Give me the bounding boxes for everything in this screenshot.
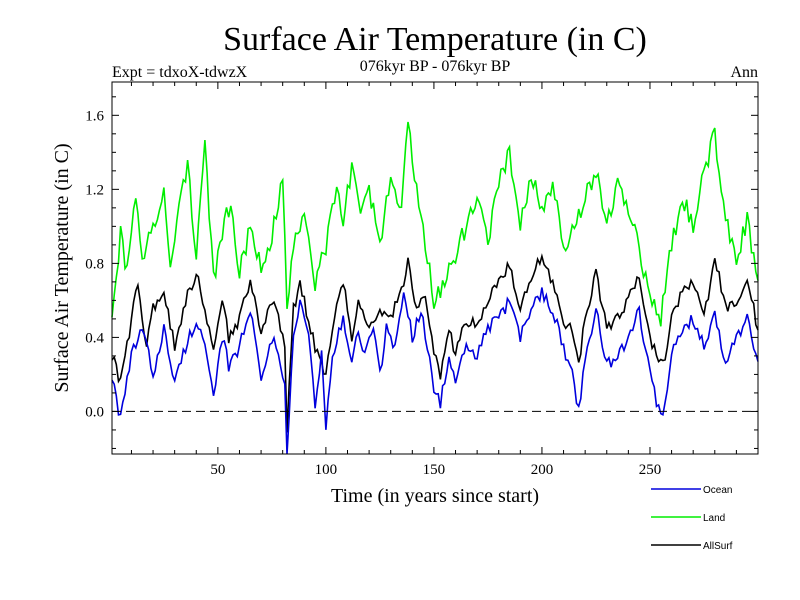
axes-layer: 50 100 150 200 250 0.0 0.4 0.8 1.2 1.6 <box>85 82 758 478</box>
y-tick-label: 0.4 <box>85 330 104 346</box>
series-line-allsurf <box>111 253 759 433</box>
series-line-ocean <box>111 287 759 455</box>
x-axis-label: Time (in years since start) <box>331 485 539 507</box>
chart-title: Surface Air Temperature (in C) <box>223 21 647 58</box>
season-label: Ann <box>730 64 758 81</box>
chart-subtitle: 076kyr BP - 076kyr BP <box>360 58 511 75</box>
x-tick-label: 150 <box>423 462 446 478</box>
plot-frame <box>111 81 759 455</box>
legend: Ocean Land AllSurf <box>651 485 733 552</box>
x-tick-label: 100 <box>315 462 338 478</box>
experiment-label: Expt = tdxoX-tdwzX <box>112 64 248 81</box>
legend-label-land: Land <box>703 513 725 524</box>
y-tick-label: 0.0 <box>85 404 104 420</box>
y-tick-label: 0.8 <box>85 256 104 272</box>
x-tick-label: 250 <box>639 462 662 478</box>
x-tick-label: 200 <box>531 462 554 478</box>
legend-label-allsurf: AllSurf <box>703 541 733 552</box>
y-tick-label: 1.2 <box>85 182 104 198</box>
legend-label-ocean: Ocean <box>703 485 732 496</box>
series-line-land <box>111 121 759 327</box>
y-axis-label: Surface Air Temperature (in C) <box>51 143 73 392</box>
y-tick-label: 1.6 <box>85 108 104 124</box>
x-tick-label: 50 <box>210 462 225 478</box>
series-layer <box>111 121 759 455</box>
